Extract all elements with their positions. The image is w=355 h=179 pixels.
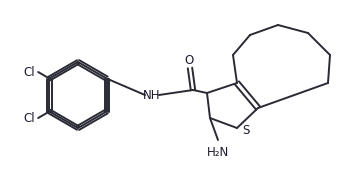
Text: NH: NH (143, 88, 161, 101)
Text: Cl: Cl (23, 66, 35, 79)
Text: Cl: Cl (23, 112, 35, 125)
Text: H₂N: H₂N (207, 146, 229, 159)
Text: O: O (184, 54, 193, 67)
Text: S: S (242, 125, 250, 137)
